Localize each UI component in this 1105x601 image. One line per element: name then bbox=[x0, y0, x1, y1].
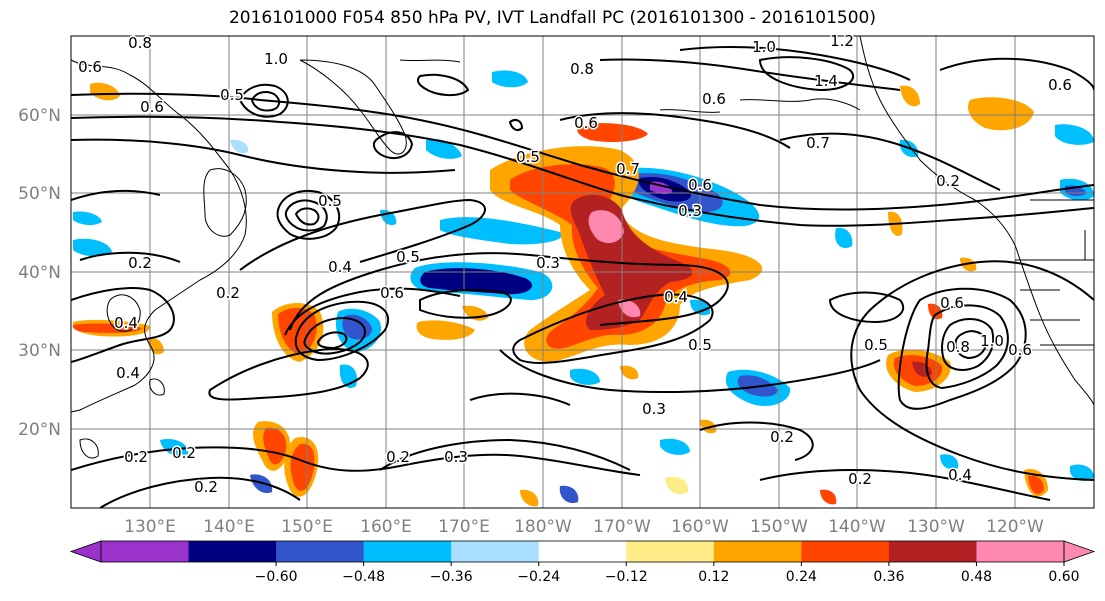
lon-label: 130°W bbox=[907, 517, 965, 537]
colorbar-bin bbox=[188, 541, 277, 562]
lon-label: 140°E bbox=[203, 517, 255, 537]
lat-label: 60°N bbox=[18, 106, 61, 126]
contour-label: 0.5 bbox=[220, 86, 244, 104]
contour-label: 0.6 bbox=[1048, 76, 1072, 94]
lat-label: 20°N bbox=[18, 420, 61, 440]
contour-label: 0.2 bbox=[770, 428, 794, 446]
contour-label: 0.5 bbox=[396, 248, 420, 266]
contour-label: 1.4 bbox=[814, 72, 838, 90]
colorbar-tick-label: 0.48 bbox=[961, 569, 992, 585]
colorbar-tick-label: −0.36 bbox=[430, 569, 473, 585]
colorbar-bin bbox=[363, 541, 452, 562]
lon-label: 150°E bbox=[281, 517, 333, 537]
contour-label: 0.4 bbox=[114, 314, 138, 332]
colorbar-extension-low bbox=[69, 540, 102, 563]
lon-label: 160°W bbox=[671, 517, 729, 537]
lon-label: 140°W bbox=[828, 517, 886, 537]
contour-label: 0.3 bbox=[444, 448, 468, 466]
colorbar-bin bbox=[626, 541, 715, 562]
colorbar-tick-label: −0.12 bbox=[605, 569, 648, 585]
colorbar-tick-labels: −0.60 −0.48 −0.36 −0.24 −0.12 0.12 0.24 0.36 0.4… bbox=[255, 562, 1080, 585]
contour-label: 1.0 bbox=[752, 38, 776, 56]
contour-label: 0.2 bbox=[386, 448, 410, 466]
colorbar-tick-label: 0.36 bbox=[873, 569, 904, 585]
contour-label: 0.7 bbox=[806, 134, 830, 152]
colorbar bbox=[69, 540, 1096, 563]
colorbar-tick-label: 0.60 bbox=[1048, 569, 1079, 585]
colorbar-bin bbox=[801, 541, 890, 562]
lon-label: 170°W bbox=[593, 517, 651, 537]
pv-contours bbox=[71, 46, 1094, 508]
longitude-labels: 130°E 140°E 150°E 160°E 170°E 180°W 170°… bbox=[124, 517, 1044, 537]
contour-label: 0.2 bbox=[936, 172, 960, 190]
colorbar-bin bbox=[538, 541, 627, 562]
contour-label: 1.0 bbox=[264, 50, 288, 68]
colorbar-extension-high bbox=[1063, 540, 1096, 563]
contour-labels: 0.81.00.60.50.6 0.81.0 1.21.40.60.60.70.50… bbox=[77, 31, 1074, 498]
lon-label: 170°E bbox=[438, 517, 490, 537]
colorbar-bin bbox=[976, 541, 1065, 562]
coastlines bbox=[71, 36, 1094, 459]
lon-label: 150°W bbox=[750, 517, 808, 537]
contour-label: 0.2 bbox=[848, 470, 872, 488]
colorbar-bin bbox=[888, 541, 977, 562]
map-title: 2016101000 F054 850 hPa PV, IVT Landfall… bbox=[228, 8, 876, 28]
colorbar-tick-label: −0.60 bbox=[255, 569, 298, 585]
contour-label: 0.5 bbox=[688, 336, 712, 354]
contour-label: 0.4 bbox=[116, 364, 140, 382]
colorbar-bin bbox=[276, 541, 365, 562]
contour-label: 0.5 bbox=[516, 148, 540, 166]
contour-label: 0.6 bbox=[940, 294, 964, 312]
contour-label: 0.5 bbox=[318, 192, 342, 210]
contour-label: 0.2 bbox=[194, 478, 218, 496]
lon-label: 180°W bbox=[514, 517, 572, 537]
contour-label: 0.4 bbox=[664, 288, 688, 306]
colorbar-border bbox=[100, 540, 1065, 563]
contour-label: 0.8 bbox=[128, 34, 152, 52]
contour-label: 0.6 bbox=[140, 98, 164, 116]
contour-label: 1.2 bbox=[830, 32, 854, 50]
contour-label: 0.2 bbox=[216, 284, 240, 302]
colorbar-bin bbox=[101, 541, 190, 562]
contour-label: 0.6 bbox=[574, 114, 598, 132]
latitude-labels: 60°N 50°N 40°N 30°N 20°N bbox=[18, 106, 61, 440]
contour-label: 0.3 bbox=[536, 254, 560, 272]
lon-label: 160°E bbox=[360, 517, 412, 537]
contour-label: 0.2 bbox=[124, 448, 148, 466]
colorbar-bin bbox=[713, 541, 802, 562]
contour-label: 0.3 bbox=[678, 202, 702, 220]
lon-label: 120°W bbox=[986, 517, 1044, 537]
plot-border bbox=[70, 35, 1095, 509]
lat-label: 40°N bbox=[18, 263, 61, 283]
contour-label: 0.2 bbox=[172, 444, 196, 462]
lat-label: 50°N bbox=[18, 184, 61, 204]
contour-label: 0.6 bbox=[702, 90, 726, 108]
contour-label: 0.7 bbox=[616, 160, 640, 178]
contour-label: 0.6 bbox=[688, 176, 712, 194]
colorbar-tick-label: −0.48 bbox=[342, 569, 385, 585]
contour-label: 0.6 bbox=[1008, 341, 1032, 359]
contour-label: 0.5 bbox=[864, 336, 888, 354]
contour-label: 0.4 bbox=[328, 258, 352, 276]
lat-label: 30°N bbox=[18, 341, 61, 361]
contour-label: 0.8 bbox=[946, 338, 970, 356]
contour-label: 0.8 bbox=[570, 60, 594, 78]
contour-label: 0.6 bbox=[380, 284, 404, 302]
colorbar-bin bbox=[451, 541, 540, 562]
contour-label: 0.4 bbox=[948, 466, 972, 484]
lon-label: 130°E bbox=[124, 517, 176, 537]
colorbar-tick-label: 0.24 bbox=[786, 569, 817, 585]
colorbar-tick-label: −0.24 bbox=[517, 569, 560, 585]
contour-label: 0.2 bbox=[128, 254, 152, 272]
contour-label: 0.6 bbox=[78, 58, 102, 76]
contour-label: 1.0 bbox=[980, 332, 1004, 350]
contour-label: 0.3 bbox=[642, 400, 666, 418]
colorbar-tick-label: 0.12 bbox=[698, 569, 729, 585]
